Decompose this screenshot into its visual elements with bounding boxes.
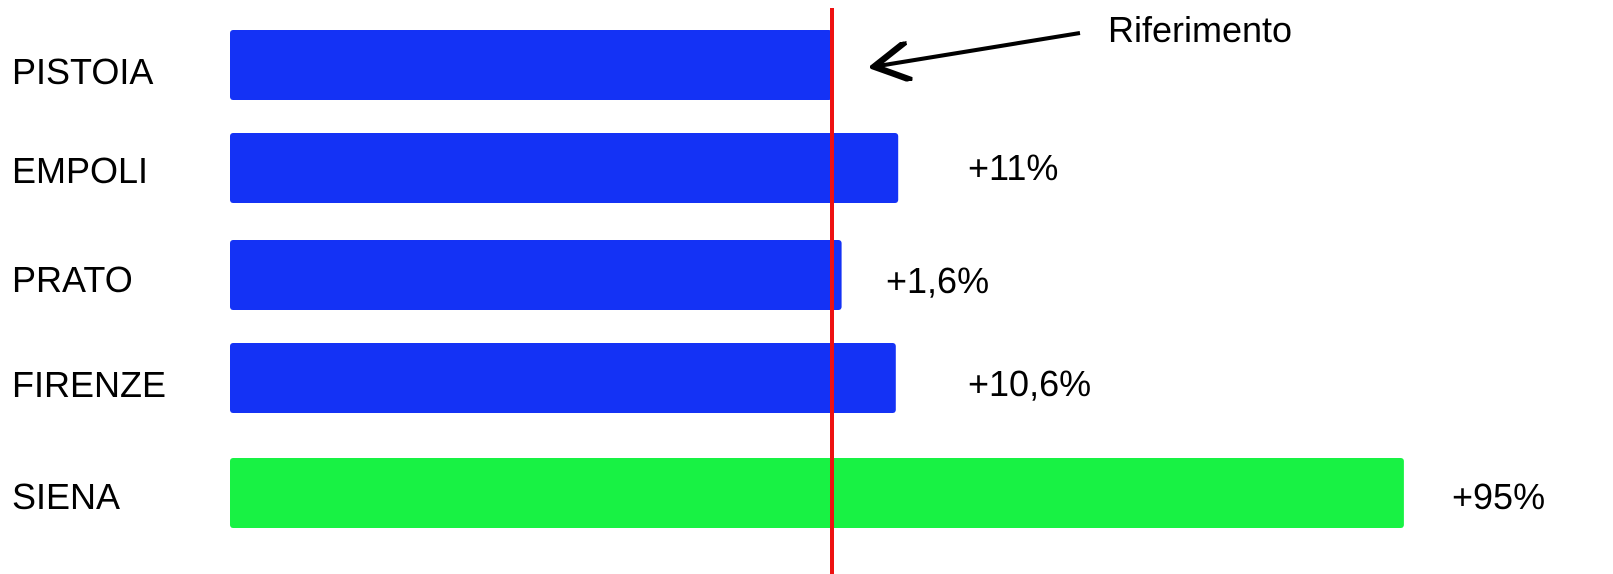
value-label-firenze: +10,6% [968,363,1091,404]
category-label-firenze: FIRENZE [12,364,166,405]
bar-siena [230,458,1404,528]
category-label-prato: PRATO [12,259,133,300]
category-label-siena: SIENA [12,476,120,517]
bar-empoli [230,133,899,203]
bar-firenze [230,343,896,413]
reference-label: Riferimento [1108,9,1292,50]
bar-pistoia [230,30,832,100]
value-label-siena: +95% [1452,476,1545,517]
category-label-pistoia: PISTOIA [12,51,153,92]
value-label-empoli: +11% [968,147,1058,188]
bar-prato [230,240,842,310]
value-label-prato: +1,6% [886,260,989,301]
bars-layer [230,30,1404,528]
category-label-empoli: EMPOLI [12,150,148,191]
reference-arrow-icon [878,31,1081,66]
